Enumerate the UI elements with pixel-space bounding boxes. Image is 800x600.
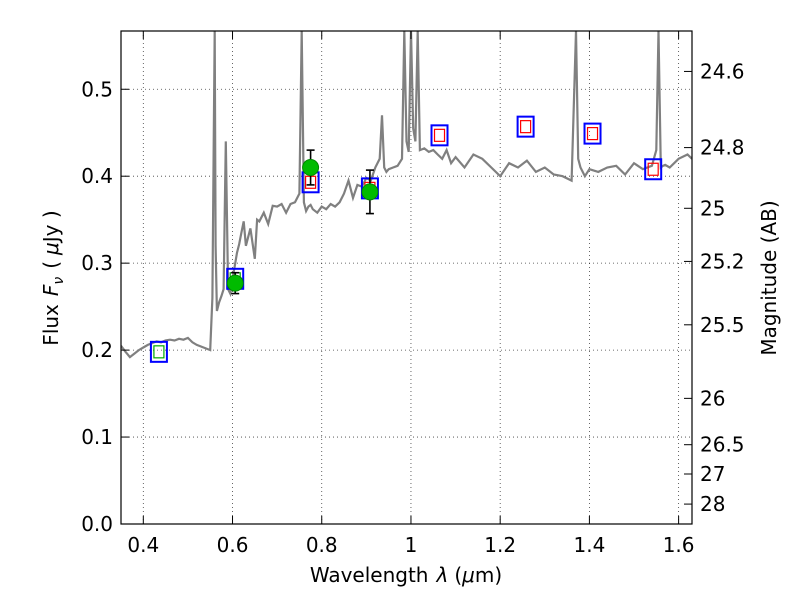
y2-tick-label: 24.6: [700, 59, 745, 83]
model-photometry-square: [430, 124, 449, 147]
y-tick-label: 0.5: [81, 77, 113, 101]
model-photometry-square: [516, 115, 535, 138]
model-photometry-square: [644, 158, 663, 181]
x-axis-ticks: 0.4 0.6 0.8 1 1.2 1.4 1.6: [127, 31, 695, 557]
y-tick-label: 0.4: [81, 164, 113, 188]
model-photometry-square: [149, 340, 168, 363]
x-tick-label: 0.4: [127, 533, 159, 557]
y2-tick-label: 25.5: [700, 313, 745, 337]
x-tick-label: 1.6: [663, 533, 695, 557]
model-photometry-square: [583, 122, 602, 145]
x-tick-label: 1.2: [484, 533, 516, 557]
y-axis-ticks: 0.0 0.1 0.2 0.3 0.4 0.5: [81, 77, 129, 536]
x-tick-label: 0.6: [217, 533, 249, 557]
x-tick-label: 1: [405, 533, 418, 557]
model-photometry-inner-square: [647, 162, 659, 176]
model-photometry-inner-square: [520, 120, 532, 134]
x-tick-label: 0.8: [306, 533, 338, 557]
y-tick-label: 0.0: [81, 512, 113, 536]
model-photometry-inner-square: [433, 128, 446, 142]
observed-photometry-point: [361, 183, 379, 201]
y2-tick-label: 26.5: [700, 433, 745, 457]
model-spectrum-line: [121, 31, 692, 359]
y2-tick-label: 25: [700, 196, 725, 220]
y2-tick-label: 25.2: [700, 249, 745, 273]
y-tick-label: 0.2: [81, 338, 113, 362]
y2-axis-label: Magnitude (AB): [757, 200, 781, 355]
observed-photometry-point: [226, 274, 244, 292]
y2-tick-label: 27: [700, 462, 725, 486]
model-photometry-inner-square: [153, 345, 165, 359]
y2-tick-label: 28: [700, 492, 725, 516]
y2-tick-label: 26: [700, 386, 725, 410]
observed-photometry-markers: [226, 149, 379, 295]
x-axis-label: Wavelength λ (μm): [310, 563, 502, 587]
model-photometry-inner-square: [586, 126, 599, 141]
plot-frame: [120, 30, 693, 525]
y-tick-label: 0.1: [81, 425, 113, 449]
y2-tick-label: 24.8: [700, 136, 745, 160]
x-tick-label: 1.4: [573, 533, 605, 557]
y2-axis-ticks: 24.6 24.8 25 25.2 25.5 26 26.5 27 28: [684, 59, 745, 516]
observed-photometry-point: [302, 159, 320, 177]
y-axis-label: FluxFν(μJy ): [39, 210, 67, 345]
y-tick-label: 0.3: [81, 251, 113, 275]
